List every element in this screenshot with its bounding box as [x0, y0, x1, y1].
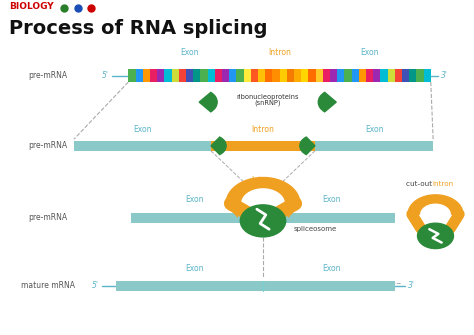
Text: ribonucleoproteins: ribonucleoproteins: [237, 94, 299, 100]
Polygon shape: [226, 178, 300, 204]
Text: Intron: Intron: [268, 49, 291, 57]
Text: Exon: Exon: [133, 125, 152, 134]
Text: 5': 5': [92, 281, 99, 290]
Bar: [416, 69, 424, 82]
Text: pre-mRNA: pre-mRNA: [28, 71, 67, 80]
Bar: [208, 69, 215, 82]
Bar: [373, 69, 381, 82]
Bar: [251, 69, 258, 82]
Bar: [150, 69, 157, 82]
Text: Exon: Exon: [322, 195, 341, 204]
Circle shape: [418, 223, 454, 249]
Bar: [402, 69, 410, 82]
Bar: [352, 69, 359, 82]
Text: pre-mRNA: pre-mRNA: [28, 141, 67, 150]
Bar: [273, 69, 280, 82]
Bar: [143, 69, 150, 82]
Polygon shape: [408, 195, 463, 214]
Polygon shape: [288, 204, 300, 217]
Bar: [157, 69, 165, 82]
Bar: [117, 281, 395, 291]
Text: Process of RNA splicing: Process of RNA splicing: [9, 19, 268, 38]
Bar: [424, 69, 431, 82]
Bar: [128, 69, 136, 82]
Bar: [172, 69, 179, 82]
Bar: [258, 69, 265, 82]
Bar: [136, 69, 143, 82]
Bar: [388, 69, 395, 82]
Bar: [315, 141, 433, 151]
Bar: [301, 69, 309, 82]
Bar: [211, 141, 315, 151]
Text: Exon: Exon: [365, 125, 383, 134]
Bar: [330, 69, 337, 82]
Wedge shape: [199, 92, 217, 112]
Bar: [244, 69, 251, 82]
Wedge shape: [300, 137, 315, 154]
Bar: [237, 69, 244, 82]
Bar: [380, 69, 388, 82]
Text: Exon: Exon: [322, 264, 341, 273]
Bar: [265, 69, 273, 82]
Bar: [323, 69, 330, 82]
Bar: [215, 69, 222, 82]
Bar: [186, 69, 193, 82]
Bar: [273, 212, 395, 222]
Text: Exon: Exon: [181, 49, 199, 57]
Bar: [229, 69, 237, 82]
Bar: [366, 69, 374, 82]
Bar: [344, 69, 352, 82]
Bar: [222, 69, 229, 82]
Text: 3': 3': [408, 281, 415, 290]
Polygon shape: [226, 204, 238, 217]
Text: BIOLOGY: BIOLOGY: [9, 2, 54, 11]
Bar: [164, 69, 172, 82]
Bar: [294, 69, 301, 82]
Bar: [179, 69, 186, 82]
Bar: [74, 141, 211, 151]
Text: Exon: Exon: [360, 49, 379, 57]
Text: spliceosome: spliceosome: [294, 226, 337, 232]
Bar: [359, 69, 366, 82]
Text: Intron: Intron: [252, 125, 274, 134]
Text: 3': 3': [441, 71, 448, 80]
Wedge shape: [318, 92, 336, 112]
Text: mature mRNA: mature mRNA: [21, 281, 75, 290]
Text: Exon: Exon: [185, 195, 204, 204]
Bar: [309, 69, 316, 82]
Text: (snRNP): (snRNP): [255, 100, 281, 106]
Bar: [280, 69, 287, 82]
Bar: [337, 69, 345, 82]
Text: intron: intron: [432, 181, 453, 187]
Bar: [409, 69, 417, 82]
Text: Intron: Intron: [252, 176, 274, 185]
Text: Exon: Exon: [185, 264, 204, 273]
Text: 5': 5': [101, 71, 109, 80]
Bar: [131, 212, 254, 222]
Text: cut-out: cut-out: [406, 181, 434, 187]
Bar: [395, 69, 402, 82]
Bar: [193, 69, 201, 82]
Text: pre-mRNA: pre-mRNA: [28, 213, 67, 222]
Wedge shape: [211, 137, 226, 154]
Circle shape: [240, 205, 286, 237]
Bar: [201, 69, 208, 82]
Bar: [316, 69, 323, 82]
Bar: [287, 69, 294, 82]
